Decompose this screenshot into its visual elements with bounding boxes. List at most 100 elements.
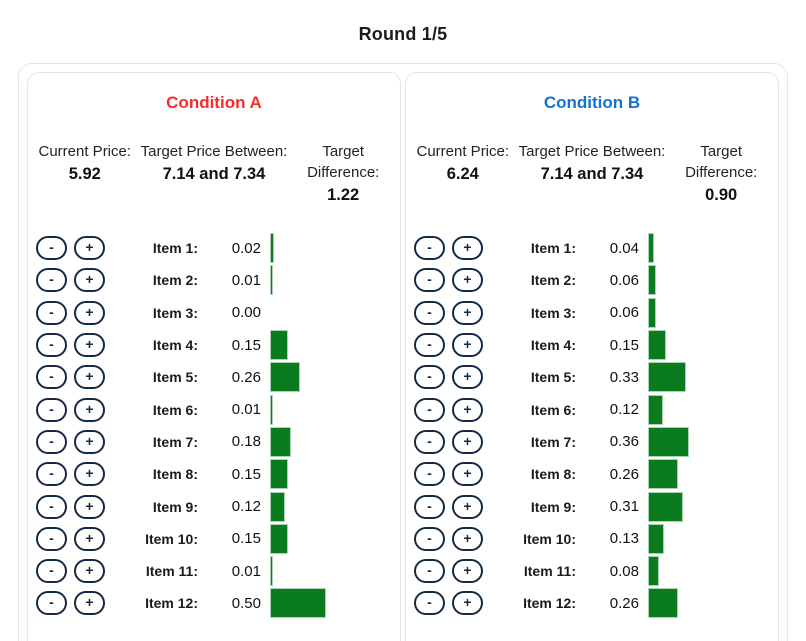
increment-button[interactable]: + <box>74 365 105 390</box>
increment-button[interactable]: + <box>74 494 105 519</box>
item-row: - + Item 8: 0.26 <box>406 458 778 490</box>
item-value-bar <box>271 589 325 618</box>
item-value: 0.12 <box>609 401 639 419</box>
item-value: 0.31 <box>609 498 639 516</box>
increment-button[interactable]: + <box>74 591 105 616</box>
item-value-bar <box>271 266 273 295</box>
item-bar-cell <box>646 492 778 521</box>
item-value: 0.15 <box>231 336 261 354</box>
decrement-button[interactable]: - <box>414 429 445 454</box>
decrement-button[interactable]: - <box>36 429 67 454</box>
item-value-bar <box>271 395 273 424</box>
increment-button[interactable]: + <box>452 429 483 454</box>
item-row: - + Item 9: 0.12 <box>28 490 400 522</box>
item-bar-cell <box>646 234 778 263</box>
item-value-bar <box>271 427 291 456</box>
item-label: Item 1: <box>530 240 576 257</box>
item-value-bar <box>271 557 273 586</box>
item-row: - + Item 11: 0.08 <box>406 555 778 587</box>
item-label: Item 5: <box>530 369 576 386</box>
item-value-bar <box>649 524 664 553</box>
decrement-button[interactable]: - <box>414 591 445 616</box>
target-difference-value: 1.22 <box>327 186 360 204</box>
decrement-button[interactable]: - <box>414 268 445 293</box>
item-bar-cell <box>646 331 778 360</box>
item-label: Item 8: <box>152 466 198 483</box>
item-value: 0.26 <box>609 594 639 612</box>
increment-button[interactable]: + <box>452 268 483 293</box>
decrement-button[interactable]: - <box>414 300 445 325</box>
item-row: - + Item 11: 0.01 <box>28 555 400 587</box>
increment-button[interactable]: + <box>452 333 483 358</box>
increment-button[interactable]: + <box>74 462 105 487</box>
item-value-bar <box>649 460 678 489</box>
item-value: 0.18 <box>231 433 261 451</box>
increment-button[interactable]: + <box>452 236 483 261</box>
target-difference-value: 0.90 <box>705 186 738 204</box>
decrement-button[interactable]: - <box>36 526 67 551</box>
decrement-button[interactable]: - <box>414 236 445 261</box>
decrement-button[interactable]: - <box>414 365 445 390</box>
item-row: - + Item 7: 0.18 <box>28 426 400 458</box>
increment-button[interactable]: + <box>74 268 105 293</box>
decrement-button[interactable]: - <box>414 559 445 584</box>
increment-button[interactable]: + <box>74 526 105 551</box>
increment-button[interactable]: + <box>74 559 105 584</box>
item-label: Item 10: <box>523 530 576 547</box>
increment-button[interactable]: + <box>74 300 105 325</box>
item-bar-cell <box>268 331 400 360</box>
item-bar-cell <box>646 266 778 295</box>
decrement-button[interactable]: - <box>36 591 67 616</box>
current-price-label: Current Price: <box>416 143 510 160</box>
item-value: 0.04 <box>609 239 639 257</box>
increment-button[interactable]: + <box>452 591 483 616</box>
increment-button[interactable]: + <box>452 462 483 487</box>
target-price-between-label: Target Price Between: <box>518 143 666 160</box>
increment-button[interactable]: + <box>452 397 483 422</box>
increment-button[interactable]: + <box>74 429 105 454</box>
increment-button[interactable]: + <box>452 365 483 390</box>
decrement-button[interactable]: - <box>36 268 67 293</box>
decrement-button[interactable]: - <box>414 397 445 422</box>
decrement-button[interactable]: - <box>36 365 67 390</box>
item-label: Item 4: <box>152 337 198 354</box>
item-value: 0.01 <box>231 271 261 289</box>
item-value-bar <box>649 266 656 295</box>
decrement-button[interactable]: - <box>414 333 445 358</box>
item-row: - + Item 2: 0.01 <box>28 264 400 296</box>
current-price-stat: Current Price: 6.24 <box>410 141 516 205</box>
decrement-button[interactable]: - <box>36 333 67 358</box>
item-value-bar <box>271 363 300 392</box>
increment-button[interactable]: + <box>452 559 483 584</box>
item-label: Item 6: <box>152 401 198 418</box>
item-value: 0.36 <box>609 433 639 451</box>
decrement-button[interactable]: - <box>36 300 67 325</box>
decrement-button[interactable]: - <box>414 526 445 551</box>
increment-button[interactable]: + <box>452 494 483 519</box>
decrement-button[interactable]: - <box>36 462 67 487</box>
increment-button[interactable]: + <box>452 526 483 551</box>
item-value: 0.00 <box>231 304 261 322</box>
increment-button[interactable]: + <box>74 236 105 261</box>
item-value: 0.15 <box>231 465 261 483</box>
item-row: - + Item 3: 0.00 <box>28 297 400 329</box>
item-label: Item 3: <box>152 304 198 321</box>
decrement-button[interactable]: - <box>36 559 67 584</box>
increment-button[interactable]: + <box>74 333 105 358</box>
increment-button[interactable]: + <box>74 397 105 422</box>
item-value: 0.50 <box>231 594 261 612</box>
item-row: - + Item 7: 0.36 <box>406 426 778 458</box>
decrement-button[interactable]: - <box>36 494 67 519</box>
decrement-button[interactable]: - <box>36 397 67 422</box>
decrement-button[interactable]: - <box>414 462 445 487</box>
item-bar-cell <box>268 492 400 521</box>
round-title: Round 1/5 <box>358 24 448 44</box>
current-price-label: Current Price: <box>38 143 132 160</box>
item-bar-cell <box>268 363 400 392</box>
item-row: - + Item 6: 0.01 <box>28 393 400 425</box>
item-value: 0.26 <box>231 368 261 386</box>
decrement-button[interactable]: - <box>36 236 67 261</box>
decrement-button[interactable]: - <box>414 494 445 519</box>
increment-button[interactable]: + <box>452 300 483 325</box>
item-row: - + Item 5: 0.33 <box>406 361 778 393</box>
